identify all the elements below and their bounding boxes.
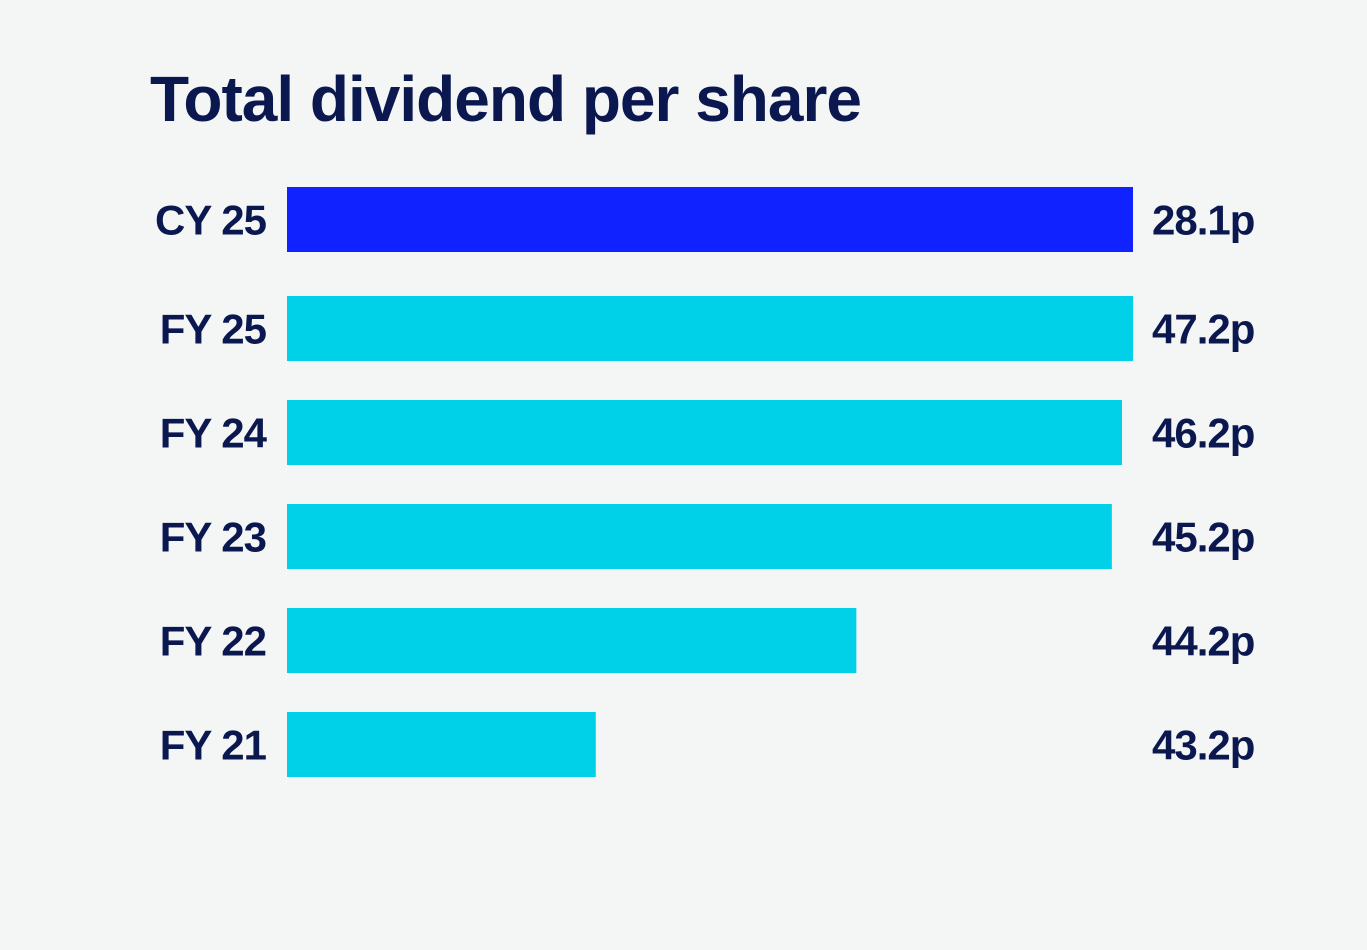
value-label: 44.2p xyxy=(1152,618,1254,665)
category-label: CY 25 xyxy=(155,197,267,244)
chart-title: Total dividend per share xyxy=(150,63,862,135)
value-label: 43.2p xyxy=(1152,722,1254,769)
bar-fy-22 xyxy=(287,608,857,673)
category-label: FY 24 xyxy=(160,410,268,457)
bar-fy-21 xyxy=(287,712,596,777)
value-label: 28.1p xyxy=(1152,197,1254,244)
value-label: 47.2p xyxy=(1152,306,1254,353)
value-label: 46.2p xyxy=(1152,410,1254,457)
bar-fy-23 xyxy=(287,504,1112,569)
value-label: 45.2p xyxy=(1152,514,1254,561)
bar-cy-25 xyxy=(287,187,1133,252)
category-label: FY 22 xyxy=(160,618,266,665)
bar-fy-24 xyxy=(287,400,1123,465)
category-label: FY 25 xyxy=(160,306,267,353)
category-label: FY 23 xyxy=(160,514,266,561)
category-label: FY 21 xyxy=(160,722,267,769)
bar-fy-25 xyxy=(287,296,1133,361)
